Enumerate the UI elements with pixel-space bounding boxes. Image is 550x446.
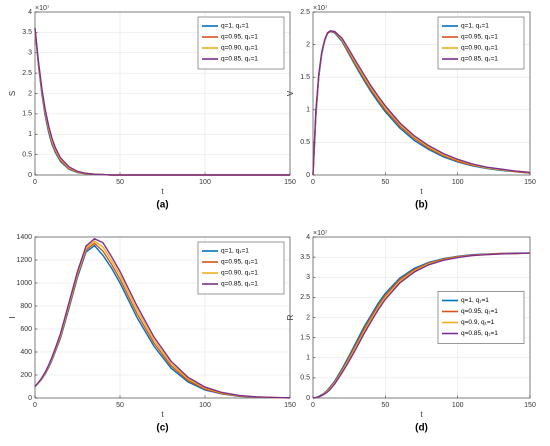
axes-box [312, 11, 531, 176]
y-tick-label: 3 [306, 274, 310, 281]
y-tick-label: 600 [20, 326, 32, 333]
x-tick-label: 0 [311, 402, 315, 409]
caption: (c) [156, 423, 168, 434]
y-multiplier: ×10⁷ [313, 230, 328, 237]
x-tick-label: 0 [33, 179, 37, 186]
y-tick-label: 2.5 [300, 294, 310, 301]
y-tick-label: 400 [20, 349, 32, 356]
y-axis-label: S [8, 91, 17, 96]
legend-label: q=0.95, q₁=1 [221, 34, 258, 41]
x-tick-label: 100 [199, 402, 211, 409]
y-tick-label: 2 [28, 90, 32, 97]
legend-label: q=1, q₁=1 [221, 23, 249, 30]
y-tick-label: 2.5 [300, 9, 310, 16]
legend-label: q=0.9, q₁=1 [461, 319, 495, 326]
y-axis-label: R [286, 314, 295, 320]
series-line [312, 30, 531, 176]
y-tick-label: 0 [28, 395, 32, 402]
y-tick-label: 0.5 [300, 139, 310, 146]
x-tick-label: 50 [116, 179, 124, 186]
x-tick-label: 50 [381, 179, 389, 186]
x-tick-label: 50 [116, 402, 124, 409]
y-tick-label: 1.5 [300, 74, 310, 81]
x-axis-label: t [420, 410, 423, 419]
x-tick-label: 100 [452, 179, 464, 186]
legend-label: q=0.85, q₁=1 [461, 56, 498, 63]
x-axis-label: t [161, 410, 164, 419]
y-tick-label: 1400 [16, 234, 32, 241]
legend-label: q=0.95, q₁=1 [221, 259, 258, 266]
y-tick-label: 2.5 [22, 70, 32, 77]
x-tick-label: 50 [381, 402, 389, 409]
axes-box [312, 236, 531, 399]
y-tick-label: 1 [306, 355, 310, 362]
series-line [34, 237, 291, 399]
series-line [34, 28, 290, 176]
caption: (d) [415, 423, 428, 434]
y-tick-label: 1000 [16, 280, 32, 287]
y-tick-label: 1200 [16, 257, 32, 264]
y-multiplier: ×10⁷ [313, 5, 328, 12]
y-tick-label: 1.5 [300, 334, 310, 341]
y-tick-label: 0.5 [300, 375, 310, 382]
y-tick-label: 200 [20, 372, 32, 379]
axes-box [34, 236, 291, 399]
x-tick-label: 150 [524, 402, 536, 409]
legend-label: q=1, q₁=1 [221, 248, 249, 255]
x-tick-label: 150 [524, 179, 536, 186]
y-tick-label: 0 [306, 172, 310, 179]
y-tick-label: 2 [306, 41, 310, 48]
y-tick-label: 1 [306, 107, 310, 114]
x-axis-label: t [161, 187, 164, 196]
y-tick-label: 4 [306, 234, 310, 241]
x-tick-label: 0 [311, 179, 315, 186]
y-tick-label: 4 [28, 9, 32, 16]
y-tick-label: 1.5 [22, 111, 32, 118]
x-tick-label: 150 [284, 402, 296, 409]
legend-label: q=0.85, q₁=1 [221, 281, 258, 288]
caption: (a) [156, 200, 168, 211]
series-line [312, 252, 531, 399]
x-tick-label: 150 [284, 179, 296, 186]
y-tick-label: 3.5 [300, 254, 310, 261]
legend-label: q=1, q₁=1 [461, 23, 489, 30]
y-tick-label: 0.5 [22, 151, 32, 158]
y-multiplier: ×10⁷ [35, 5, 50, 12]
legend-label: q=0.90, q₁=1 [461, 45, 498, 52]
legend-label: q=0.95, q₁=1 [461, 34, 498, 41]
y-tick-label: 800 [20, 303, 32, 310]
y-tick-label: 3 [28, 50, 32, 57]
y-tick-label: 0 [306, 395, 310, 402]
y-axis-label: I [8, 316, 17, 318]
x-tick-label: 0 [33, 402, 37, 409]
x-axis-label: t [420, 187, 423, 196]
x-tick-label: 100 [452, 402, 464, 409]
legend-label: q=0.85, q₁=1 [221, 56, 258, 63]
legend-label: q=0.95, q₁=1 [461, 308, 498, 315]
legend-label: q=0.90, q₁=1 [221, 270, 258, 277]
y-tick-label: 0 [28, 172, 32, 179]
legend-label: q=1, q₁=1 [461, 297, 489, 304]
y-axis-label: V [286, 90, 295, 96]
y-tick-label: 1 [28, 131, 32, 138]
y-tick-label: 2 [306, 314, 310, 321]
legend-label: q=0.85, q₁=1 [461, 330, 498, 337]
legend-label: q=0.90, q₁=1 [221, 45, 258, 52]
caption: (b) [415, 200, 428, 211]
x-tick-label: 100 [199, 179, 211, 186]
y-tick-label: 3.5 [22, 29, 32, 36]
